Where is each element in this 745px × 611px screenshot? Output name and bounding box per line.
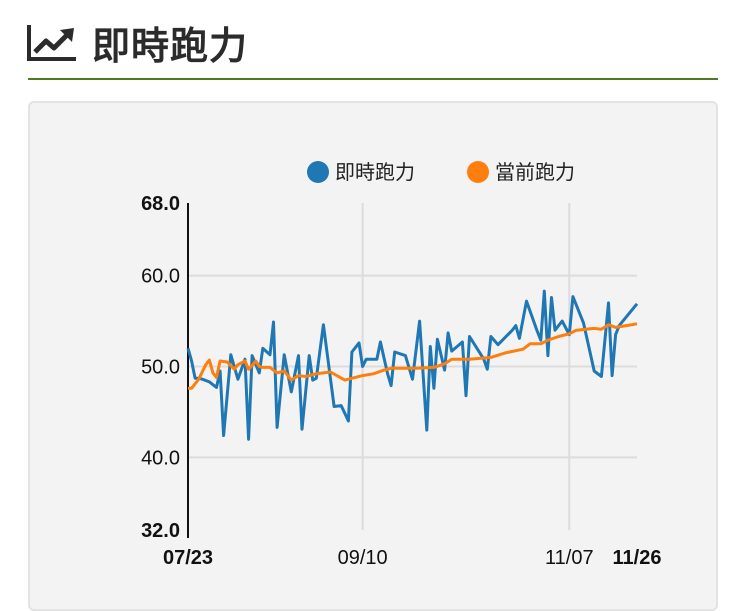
- x-tick-label: 07/23: [163, 547, 213, 569]
- y-tick-label: 68.0: [141, 193, 180, 215]
- legend-swatch: [467, 161, 489, 183]
- legend-label: 即時跑力: [335, 160, 415, 184]
- page-title: 即時跑力: [92, 23, 249, 68]
- header-divider: [28, 78, 718, 80]
- page-header: 即時跑力: [26, 14, 248, 70]
- y-tick-label: 60.0: [141, 266, 180, 288]
- x-tick-label: 09/10: [338, 547, 388, 569]
- series-line-1: [188, 322, 638, 390]
- line-chart-icon: [27, 25, 76, 61]
- legend-swatch: [307, 161, 329, 183]
- chart-series: [186, 289, 639, 441]
- y-tick-label: 40.0: [141, 447, 180, 469]
- series-line-0: [186, 289, 639, 441]
- line-chart: 68.0 60.0 50.0 40.0 32.0 07/23 09/10 11/07 11/26…: [141, 160, 661, 569]
- y-tick-label: 32.0: [141, 520, 180, 542]
- legend-label: 當前跑力: [495, 160, 575, 184]
- x-tick-label: 11/07: [545, 547, 594, 569]
- y-tick-label: 50.0: [141, 357, 180, 379]
- chart-legend: 即時跑力 當前跑力: [307, 160, 575, 184]
- chart-axes: 68.0 60.0 50.0 40.0 32.0 07/23 09/10 11/07 11/26: [141, 193, 661, 569]
- x-tick-label: 11/26: [613, 547, 662, 569]
